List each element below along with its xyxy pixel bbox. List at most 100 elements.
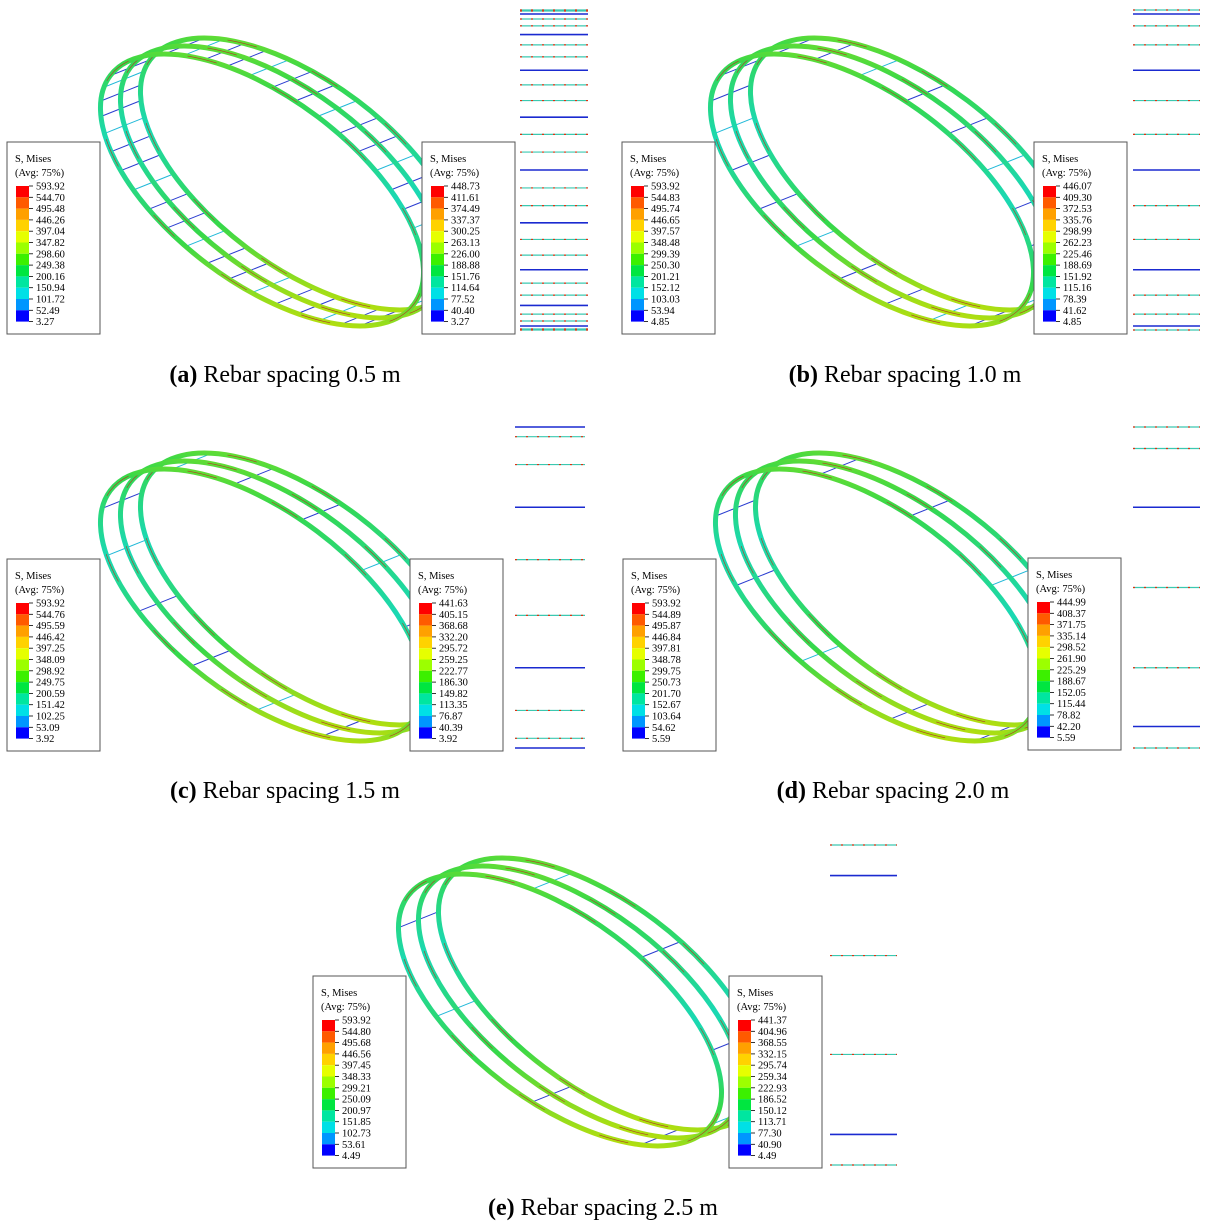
color-swatch	[1037, 602, 1050, 613]
color-swatch	[322, 1133, 335, 1144]
section-strip	[520, 10, 588, 330]
color-swatch	[1043, 265, 1056, 276]
color-swatch	[419, 693, 432, 704]
legend-value: 544.80	[342, 1027, 371, 1038]
caption-text: Rebar spacing 0.5 m	[203, 362, 401, 388]
color-swatch	[1043, 254, 1056, 265]
legend-value: 103.64	[652, 712, 682, 723]
color-swatch	[431, 254, 444, 265]
legend-value: 115.44	[1057, 699, 1086, 710]
legend: S, Mises(Avg: 75%)441.63405.15368.68332.…	[410, 559, 503, 751]
color-swatch	[1037, 636, 1050, 647]
legend: S, Mises(Avg: 75%)446.07409.30372.53335.…	[1034, 142, 1127, 334]
color-swatch	[631, 243, 644, 254]
legend-value: 335.76	[1063, 215, 1092, 226]
legend-value: 593.92	[342, 1016, 371, 1027]
legend-value: 222.93	[758, 1083, 787, 1094]
legend-title: S, Mises	[15, 154, 51, 165]
legend-value: 299.39	[651, 249, 680, 260]
legend-value: 441.63	[439, 599, 468, 610]
legend-value: 347.82	[36, 238, 65, 249]
legend-value: 4.85	[651, 317, 669, 328]
legend-value: 593.92	[36, 182, 65, 193]
color-swatch	[632, 727, 645, 738]
legend-value: 446.56	[342, 1049, 371, 1060]
color-swatch	[431, 231, 444, 242]
color-swatch	[322, 1099, 335, 1110]
legend-value: 54.62	[652, 723, 676, 734]
legend-value: 3.92	[439, 734, 457, 745]
color-swatch	[16, 220, 29, 231]
color-swatch	[632, 603, 645, 614]
color-swatch	[16, 603, 29, 614]
legend-value: 411.61	[451, 193, 480, 204]
color-swatch	[632, 682, 645, 693]
panel-caption: (a) Rebar spacing 0.5 m	[169, 362, 401, 388]
color-swatch	[419, 614, 432, 625]
section-strip	[515, 427, 585, 748]
color-swatch	[431, 197, 444, 208]
color-swatch	[16, 614, 29, 625]
legend-value: 593.92	[651, 182, 680, 193]
legend-value: 222.77	[439, 666, 468, 677]
legend-value: 495.59	[36, 621, 65, 632]
legend-value: 225.46	[1063, 249, 1092, 260]
color-swatch	[632, 693, 645, 704]
legend-value: 593.92	[36, 599, 65, 610]
legend-value: 5.59	[652, 734, 670, 745]
legend-title: S, Mises	[1036, 570, 1072, 581]
color-swatch	[419, 705, 432, 716]
legend-value: 113.35	[439, 700, 468, 711]
color-swatch	[738, 1099, 751, 1110]
page: S, Mises(Avg: 75%)593.92544.70495.48446.…	[0, 0, 1207, 1230]
color-swatch	[431, 299, 444, 310]
color-swatch	[1037, 704, 1050, 715]
legend-value: 152.12	[651, 283, 680, 294]
legend-value: 102.25	[36, 712, 65, 723]
legend-value: 368.55	[758, 1038, 787, 1049]
legend-value: 593.92	[652, 599, 681, 610]
legend-value: 76.87	[439, 712, 463, 723]
panel-label: (d)	[777, 778, 806, 804]
legend-value: 42.20	[1057, 722, 1081, 733]
color-swatch	[738, 1122, 751, 1133]
color-swatch	[419, 671, 432, 682]
color-swatch	[431, 265, 444, 276]
legend-value: 113.71	[758, 1117, 787, 1128]
color-swatch	[1043, 288, 1056, 299]
rebar-ring	[670, 417, 1084, 793]
legend-value: 115.16	[1063, 283, 1092, 294]
color-swatch	[1037, 659, 1050, 670]
legend-value: 200.16	[36, 272, 65, 283]
color-swatch	[322, 1043, 335, 1054]
legend: S, Mises(Avg: 75%)593.92544.80495.68446.…	[313, 976, 406, 1168]
legend-value: 299.21	[342, 1083, 371, 1094]
color-swatch	[16, 637, 29, 648]
legend: S, Mises(Avg: 75%)593.92544.70495.48446.…	[7, 142, 100, 334]
legend-value: 261.90	[1057, 654, 1086, 665]
caption-text: Rebar spacing 1.5 m	[203, 778, 401, 804]
legend-value: 41.62	[1063, 306, 1087, 317]
legend-value: 408.37	[1057, 609, 1086, 620]
color-swatch	[431, 186, 444, 197]
color-swatch	[631, 220, 644, 231]
legend-value: 337.37	[451, 215, 480, 226]
color-swatch	[1037, 692, 1050, 703]
legend-value: 444.99	[1057, 598, 1086, 609]
legend-value: 348.78	[652, 655, 681, 666]
color-swatch	[322, 1144, 335, 1155]
legend-value: 446.26	[36, 215, 65, 226]
legend-value: 441.37	[758, 1016, 787, 1027]
legend-value: 544.70	[36, 193, 65, 204]
color-swatch	[738, 1144, 751, 1155]
legend-value: 249.38	[36, 261, 65, 272]
color-swatch	[738, 1133, 751, 1144]
color-swatch	[16, 671, 29, 682]
legend-value: 262.23	[1063, 238, 1092, 249]
color-swatch	[419, 716, 432, 727]
color-swatch	[632, 660, 645, 671]
legend-value: 151.92	[1063, 272, 1092, 283]
legend-value: 3.27	[451, 317, 469, 328]
legend-value: 225.29	[1057, 665, 1086, 676]
color-swatch	[631, 254, 644, 265]
